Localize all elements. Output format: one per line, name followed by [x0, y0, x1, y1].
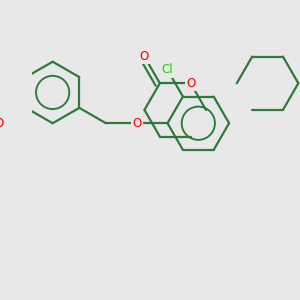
Text: O: O [132, 117, 141, 130]
Text: O: O [140, 50, 149, 63]
Text: O: O [0, 117, 4, 130]
Text: Cl: Cl [162, 63, 173, 76]
Text: O: O [186, 77, 195, 90]
